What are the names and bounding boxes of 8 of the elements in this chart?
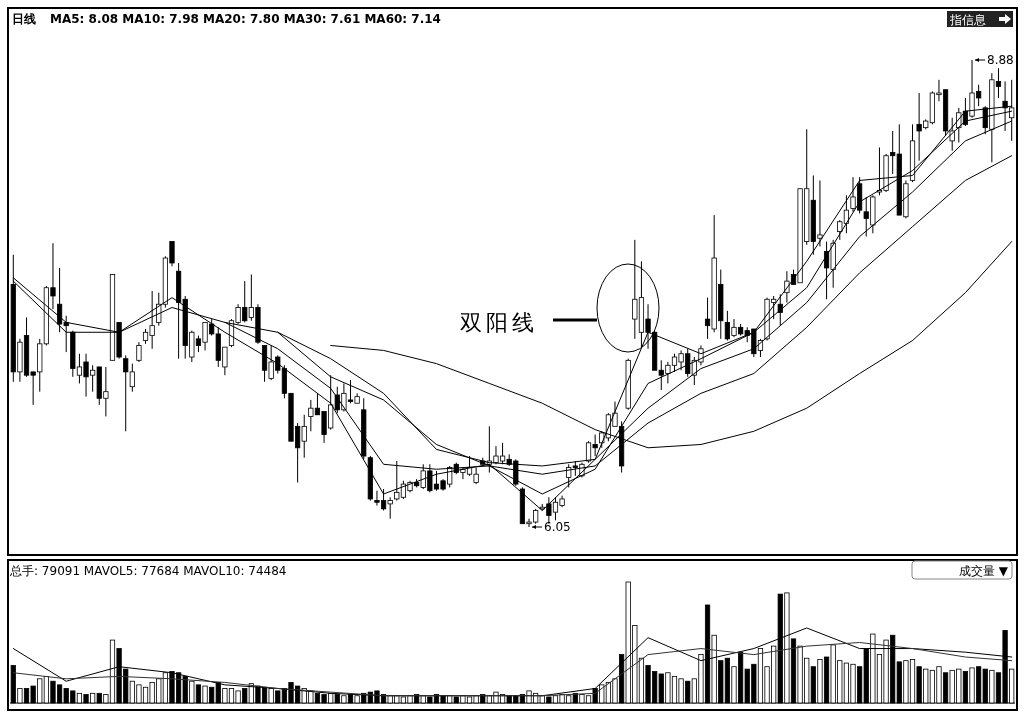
chart-title: 日线 [12, 12, 36, 26]
annotation: 6.05 [544, 520, 571, 534]
text: 指信息 [949, 13, 986, 27]
annotation: 8.88 [987, 53, 1014, 67]
text: 成交量 ▼ [958, 564, 1009, 578]
annotation: 双阳线 [460, 310, 538, 335]
chart-title: 总手: 79091 MAVOL5: 77684 MAVOL10: 74484 [9, 564, 287, 578]
chart-subtitle: MA5: 8.08 MA10: 7.98 MA20: 7.80 MA30: 7.61 MA60: 7.14 [50, 12, 441, 26]
